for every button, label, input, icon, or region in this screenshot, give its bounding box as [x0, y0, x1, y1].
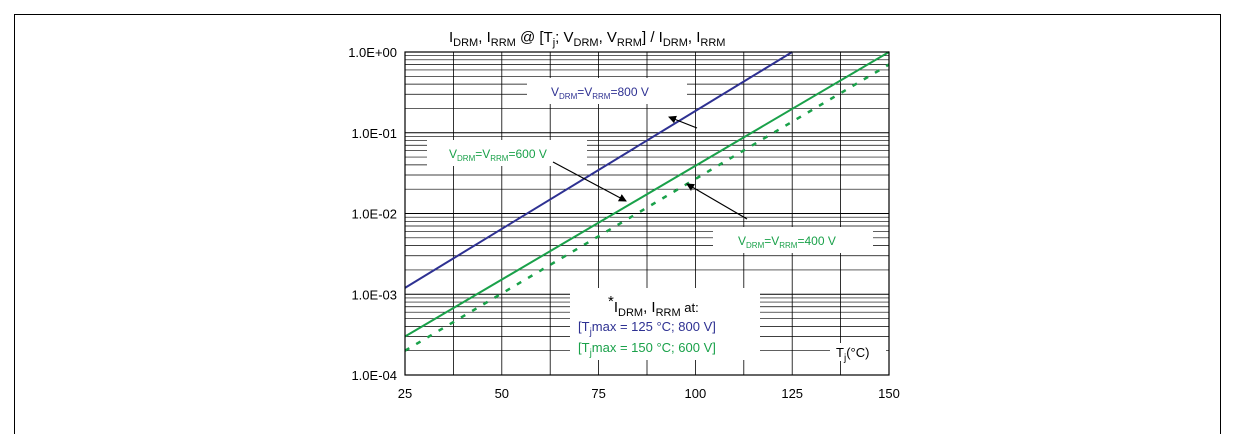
x-tick-label: 50 [495, 386, 509, 401]
svg-text:Tj(°C): Tj(°C) [836, 345, 869, 364]
label-600v: VDRM=VRRM=600 V [427, 140, 587, 166]
x-axis-label: Tj(°C) [830, 343, 886, 364]
arrow-400v [686, 183, 748, 220]
figure-frame [14, 14, 1221, 434]
svg-text:[Tjmax = 125 °C; 800 V]: [Tjmax = 125 °C; 800 V] [578, 319, 716, 338]
arrow-800v [668, 115, 698, 129]
arrow-600v [552, 161, 627, 202]
x-tick-label: 75 [591, 386, 605, 401]
series-line-2 [404, 63, 890, 352]
chart-series [404, 51, 890, 352]
label-400v: VDRM=VRRM=400 V [713, 227, 873, 253]
series-line-1 [404, 51, 890, 338]
series-line-0 [404, 51, 793, 289]
x-tick-labels: 25 50 75 100 125 150 [398, 386, 900, 401]
y-tick-label: 1.0E+00 [348, 45, 397, 60]
y-tick-label: 1.0E-01 [351, 126, 397, 141]
svg-text:[Tjmax = 150 °C; 600 V]: [Tjmax = 150 °C; 600 V] [578, 340, 716, 359]
chart-title: IDRM, IRRM @ [Tj; VDRM, VRRM] / IDRM, IR… [449, 29, 725, 49]
y-tick-labels: 1.0E+00 1.0E-01 1.0E-02 1.0E-03 1.0E-04 [348, 45, 397, 383]
y-tick-label: 1.0E-02 [351, 207, 397, 222]
svg-text:VDRM=VRRM=800 V: VDRM=VRRM=800 V [551, 85, 649, 101]
svg-text:VDRM=VRRM=400 V: VDRM=VRRM=400 V [738, 234, 836, 250]
y-tick-label: 1.0E-03 [351, 287, 397, 302]
svg-text:*IDRM, IRRM at:: *IDRM, IRRM at: [608, 293, 699, 319]
svg-text:VDRM=VRRM=600 V: VDRM=VRRM=600 V [449, 147, 547, 163]
leakage-current-chart: 1.0E+00 1.0E-01 1.0E-02 1.0E-03 1.0E-04 25 50… [348, 29, 900, 401]
x-tick-label: 25 [398, 386, 412, 401]
x-tick-label: 150 [878, 386, 900, 401]
y-tick-label: 1.0E-04 [351, 368, 397, 383]
x-tick-label: 125 [781, 386, 803, 401]
x-tick-label: 100 [685, 386, 707, 401]
plot-area-border [404, 51, 890, 376]
note-box: *IDRM, IRRM at: [Tjmax = 125 °C; 800 V] … [570, 288, 760, 360]
label-800v: VDRM=VRRM=800 V [527, 78, 687, 104]
